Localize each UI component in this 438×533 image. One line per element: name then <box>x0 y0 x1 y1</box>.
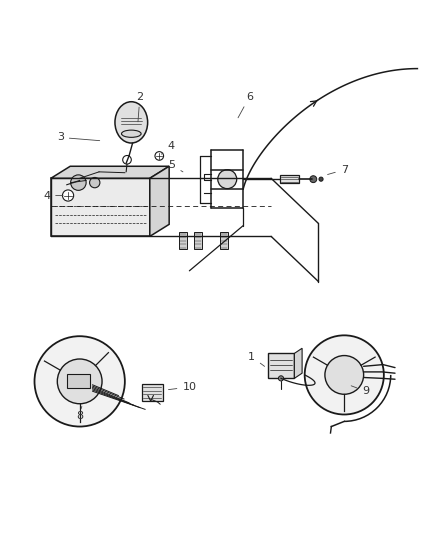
Circle shape <box>304 335 383 415</box>
Bar <box>51 179 149 236</box>
Bar <box>179 232 187 249</box>
Ellipse shape <box>115 102 147 143</box>
Text: 7: 7 <box>327 165 347 175</box>
Circle shape <box>89 177 100 188</box>
Bar <box>194 232 201 249</box>
Circle shape <box>35 336 124 426</box>
Circle shape <box>278 376 283 381</box>
Circle shape <box>71 175 86 190</box>
Text: 4: 4 <box>161 141 174 154</box>
Ellipse shape <box>121 130 141 138</box>
Text: 6: 6 <box>237 92 253 118</box>
Text: 10: 10 <box>168 382 196 392</box>
Text: 3: 3 <box>57 132 99 142</box>
Circle shape <box>62 190 74 201</box>
Polygon shape <box>149 166 169 236</box>
Bar <box>279 175 298 183</box>
Text: 1: 1 <box>248 352 264 366</box>
Circle shape <box>57 359 102 403</box>
Circle shape <box>324 356 363 394</box>
Bar <box>67 374 90 388</box>
Circle shape <box>318 177 322 181</box>
Bar <box>267 353 294 378</box>
Bar <box>142 384 162 401</box>
Text: 8: 8 <box>76 406 83 421</box>
Text: 4: 4 <box>43 190 63 200</box>
Circle shape <box>122 156 131 164</box>
Text: 5: 5 <box>168 160 183 172</box>
Text: 9: 9 <box>350 386 368 396</box>
Circle shape <box>217 169 236 189</box>
Circle shape <box>155 151 163 160</box>
Circle shape <box>309 176 316 183</box>
Bar <box>219 232 227 249</box>
Polygon shape <box>294 348 301 378</box>
Text: 2: 2 <box>136 92 143 122</box>
Polygon shape <box>51 166 169 179</box>
